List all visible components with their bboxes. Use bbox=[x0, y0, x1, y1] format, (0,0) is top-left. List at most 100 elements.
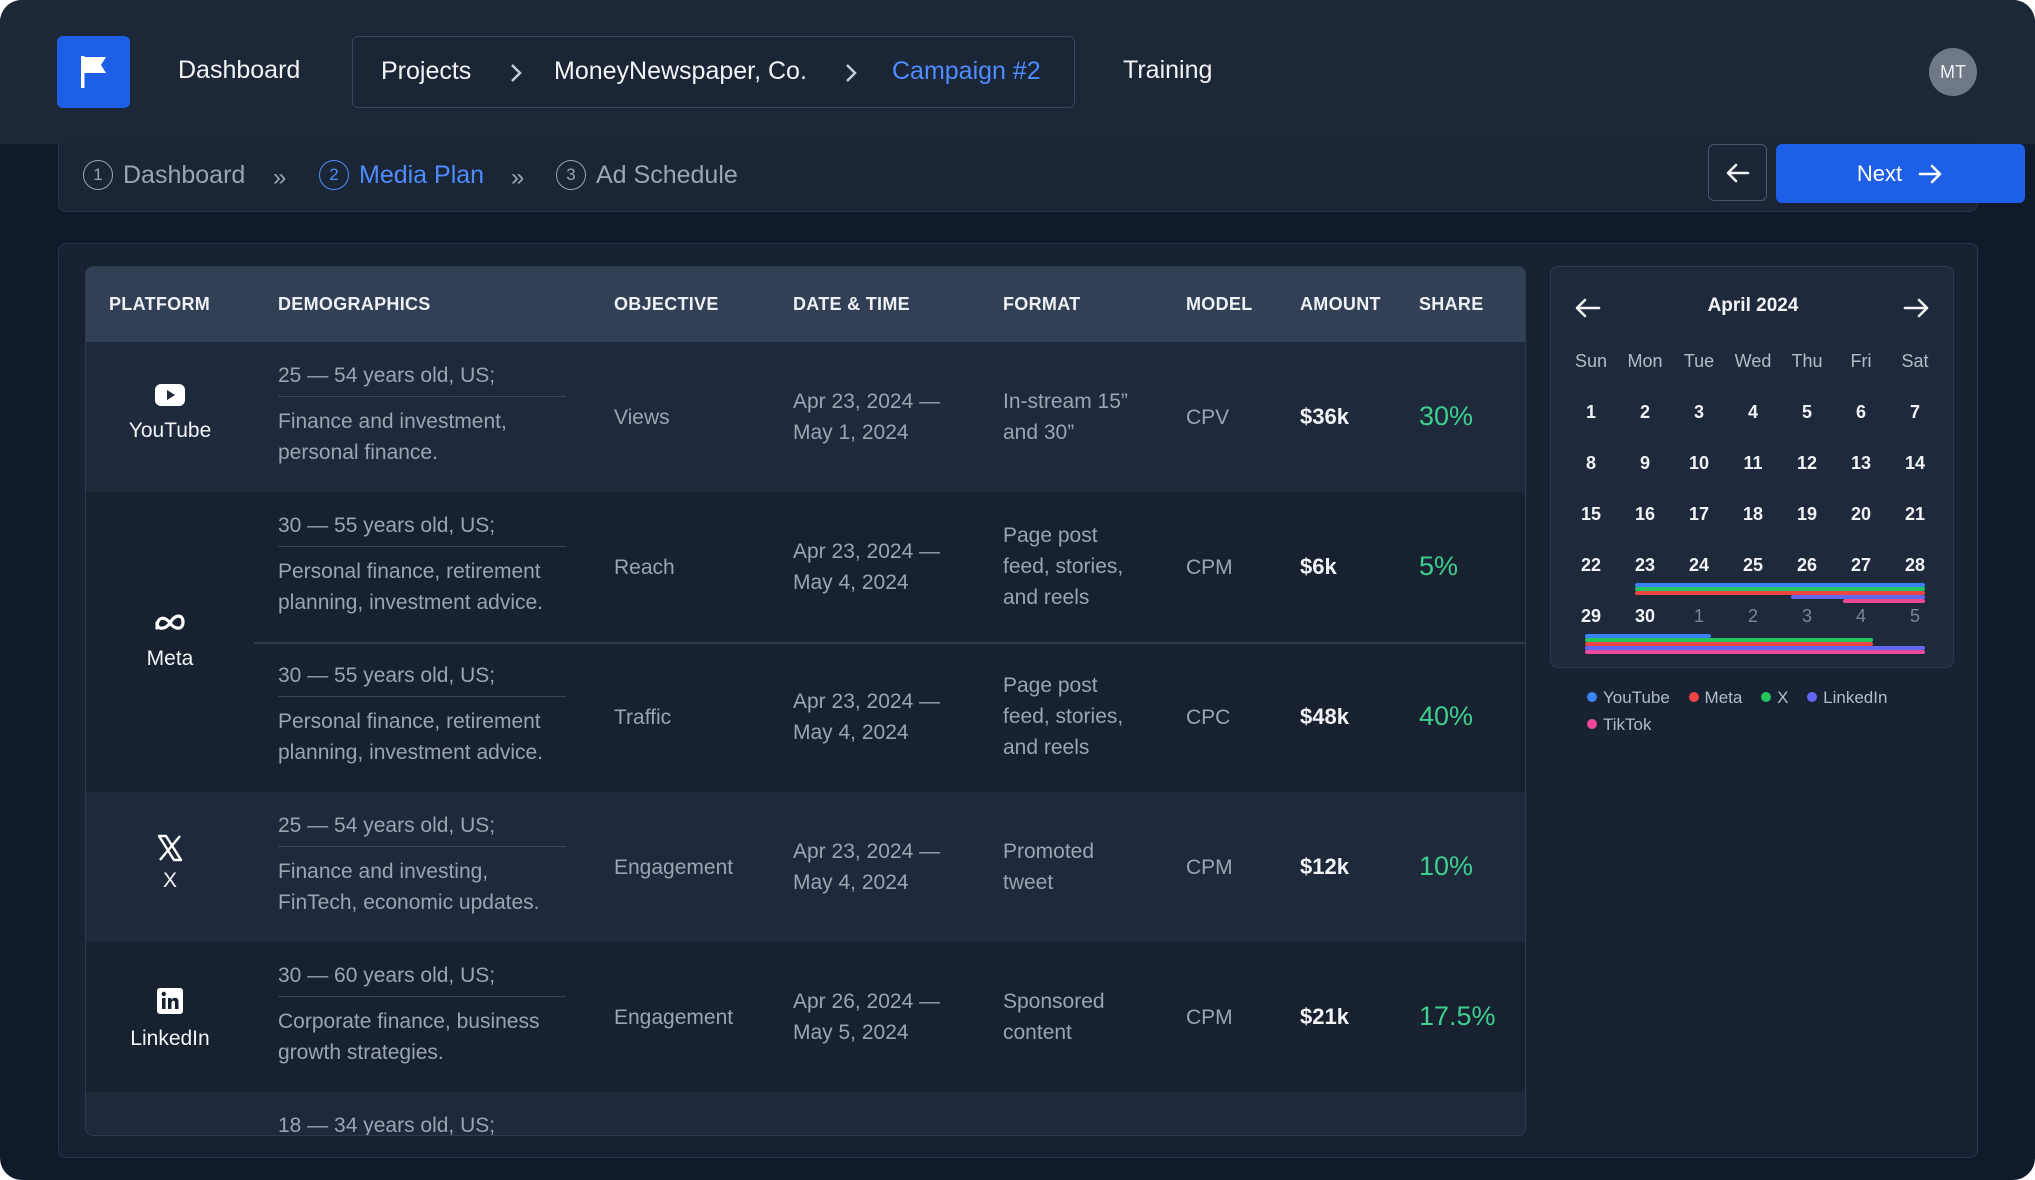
calendar-day-next-month[interactable]: 1 bbox=[1693, 606, 1704, 626]
column-header-objective[interactable]: OBJECTIVE bbox=[614, 294, 719, 314]
breadcrumb-client[interactable]: MoneyNewspaper, Co. bbox=[554, 57, 807, 85]
calendar-day[interactable]: 16 bbox=[1634, 504, 1656, 524]
breadcrumb-campaign[interactable]: Campaign #2 bbox=[892, 57, 1041, 85]
text-line: Apr 23, 2024 — bbox=[793, 540, 941, 563]
step-media-plan[interactable]: 2 Media Plan bbox=[319, 158, 484, 192]
media-plan-panel: PLATFORM DEMOGRAPHICS OBJECTIVE DATE & T… bbox=[58, 243, 1978, 1158]
amount-cell: $12k bbox=[1300, 854, 1349, 879]
platform-cell: LinkedIn bbox=[86, 988, 254, 1051]
arrow-right-icon[interactable] bbox=[1901, 295, 1931, 321]
calendar-day[interactable]: 30 bbox=[1634, 606, 1656, 626]
calendar-day[interactable]: 27 bbox=[1850, 555, 1872, 575]
calendar-day[interactable]: 29 bbox=[1580, 606, 1602, 626]
back-button[interactable] bbox=[1708, 144, 1767, 201]
calendar-day[interactable]: 11 bbox=[1743, 453, 1763, 473]
platform-name: YouTube bbox=[128, 419, 212, 442]
calendar-day[interactable]: 4 bbox=[1747, 402, 1758, 422]
calendar-day[interactable]: 2 bbox=[1639, 402, 1650, 422]
legend-item-meta: Meta bbox=[1688, 684, 1742, 711]
top-navigation-bar: Dashboard Projects MoneyNewspaper, Co. C… bbox=[0, 0, 2035, 144]
text-line: May 4, 2024 bbox=[793, 871, 909, 894]
calendar-day[interactable]: 3 bbox=[1693, 402, 1704, 422]
step-label: Ad Schedule bbox=[596, 160, 738, 189]
weekday-label: Mon bbox=[1627, 351, 1663, 371]
calendar-day[interactable]: 12 bbox=[1796, 453, 1818, 473]
column-header-share[interactable]: SHARE bbox=[1419, 294, 1484, 314]
demographics-interest: Personal finance, retirement planning, i… bbox=[278, 556, 543, 618]
step-dashboard[interactable]: 1 Dashboard bbox=[83, 158, 245, 192]
calendar-day[interactable]: 9 bbox=[1639, 453, 1650, 473]
calendar-day-next-month[interactable]: 3 bbox=[1801, 606, 1812, 626]
column-header-model[interactable]: MODEL bbox=[1186, 294, 1253, 314]
text-line: feed, stories, bbox=[1003, 555, 1124, 578]
column-header-date-time[interactable]: DATE & TIME bbox=[793, 294, 910, 314]
app-logo[interactable] bbox=[57, 36, 130, 108]
calendar-day[interactable]: 6 bbox=[1855, 402, 1866, 422]
calendar-day[interactable]: 24 bbox=[1688, 555, 1710, 575]
next-button[interactable]: Next bbox=[1776, 144, 2025, 203]
objective-cell: Traffic bbox=[614, 706, 672, 729]
calendar-day[interactable]: 7 bbox=[1909, 402, 1920, 422]
step-number: 1 bbox=[83, 160, 113, 190]
share-cell: 5% bbox=[1419, 551, 1459, 581]
calendar-day[interactable]: 18 bbox=[1742, 504, 1764, 524]
table-row[interactable]: YouTube 25 — 54 years old, US; Finance a… bbox=[86, 342, 1525, 492]
text-line: Personal finance, retirement bbox=[278, 710, 541, 733]
table-row[interactable]: X 25 — 54 years old, US; Finance and inv… bbox=[86, 792, 1525, 942]
calendar-day[interactable]: 5 bbox=[1801, 402, 1812, 422]
date-cell: Apr 26, 2024 — May 5, 2024 bbox=[793, 986, 940, 1048]
calendar-day[interactable]: 10 bbox=[1688, 453, 1710, 473]
calendar-day[interactable]: 20 bbox=[1850, 504, 1872, 524]
share-cell: 17.5% bbox=[1419, 1001, 1496, 1031]
table-row[interactable]: LinkedIn 30 — 60 years old, US; Corporat… bbox=[86, 942, 1525, 1092]
arrow-left-icon[interactable] bbox=[1573, 295, 1603, 321]
double-chevron-icon: » bbox=[511, 164, 525, 191]
calendar-day[interactable]: 25 bbox=[1742, 555, 1764, 575]
avatar[interactable]: MT bbox=[1929, 48, 1977, 96]
calendar-day[interactable]: 15 bbox=[1580, 504, 1602, 524]
text-line: FinTech, economic updates. bbox=[278, 891, 540, 914]
calendar-day[interactable]: 21 bbox=[1904, 504, 1926, 524]
calendar-day-next-month[interactable]: 5 bbox=[1909, 606, 1920, 626]
nav-dashboard-link[interactable]: Dashboard bbox=[178, 56, 301, 84]
calendar-day[interactable]: 14 bbox=[1904, 453, 1926, 473]
calendar-day[interactable]: 13 bbox=[1850, 453, 1872, 473]
column-header-demographics[interactable]: DEMOGRAPHICS bbox=[278, 294, 431, 314]
text-line: May 5, 2024 bbox=[793, 1021, 909, 1044]
amount-cell: $36k bbox=[1300, 404, 1349, 429]
calendar-day[interactable]: 19 bbox=[1796, 504, 1818, 524]
calendar-day-next-month[interactable]: 2 bbox=[1747, 606, 1758, 626]
calendar-day[interactable]: 22 bbox=[1580, 555, 1602, 575]
calendar-day[interactable]: 26 bbox=[1796, 555, 1818, 575]
legend-dot bbox=[1587, 719, 1597, 729]
text-line: In-stream 15” bbox=[1003, 390, 1128, 413]
column-header-format[interactable]: FORMAT bbox=[1003, 294, 1081, 314]
step-ad-schedule[interactable]: 3 Ad Schedule bbox=[556, 158, 738, 192]
column-header-amount[interactable]: AMOUNT bbox=[1300, 294, 1381, 314]
model-cell: CPM bbox=[1186, 856, 1233, 879]
step-number: 2 bbox=[319, 160, 349, 190]
breadcrumb-projects[interactable]: Projects bbox=[381, 57, 472, 85]
weekday-label: Fri bbox=[1850, 351, 1872, 371]
step-label: Media Plan bbox=[359, 160, 485, 189]
linkedin-icon bbox=[157, 988, 183, 1014]
nav-training-link[interactable]: Training bbox=[1123, 56, 1213, 84]
calendar-day[interactable]: 28 bbox=[1904, 555, 1926, 575]
platform-name: Meta bbox=[146, 647, 194, 670]
calendar-day-next-month[interactable]: 4 bbox=[1855, 606, 1866, 626]
calendar-day[interactable]: 8 bbox=[1585, 453, 1596, 473]
calendar-day[interactable]: 1 bbox=[1585, 402, 1596, 422]
weekday-label: Wed bbox=[1734, 351, 1772, 371]
calendar-day[interactable]: 17 bbox=[1688, 504, 1710, 524]
table-row[interactable]: 18 — 34 years old, US; bbox=[86, 1092, 1525, 1135]
text-line: Page post bbox=[1003, 524, 1098, 547]
model-cell: CPM bbox=[1186, 556, 1233, 579]
calendar-day[interactable]: 23 bbox=[1634, 555, 1656, 575]
format-cell: Page post feed, stories, and reels bbox=[1003, 520, 1123, 613]
chevron-right-icon bbox=[846, 64, 857, 82]
format-cell: Promoted tweet bbox=[1003, 836, 1094, 898]
campaign-bar-linkedin bbox=[1585, 646, 1925, 650]
demographics-interest: Finance and investing, FinTech, economic… bbox=[278, 856, 539, 918]
column-header-platform[interactable]: PLATFORM bbox=[109, 294, 211, 314]
